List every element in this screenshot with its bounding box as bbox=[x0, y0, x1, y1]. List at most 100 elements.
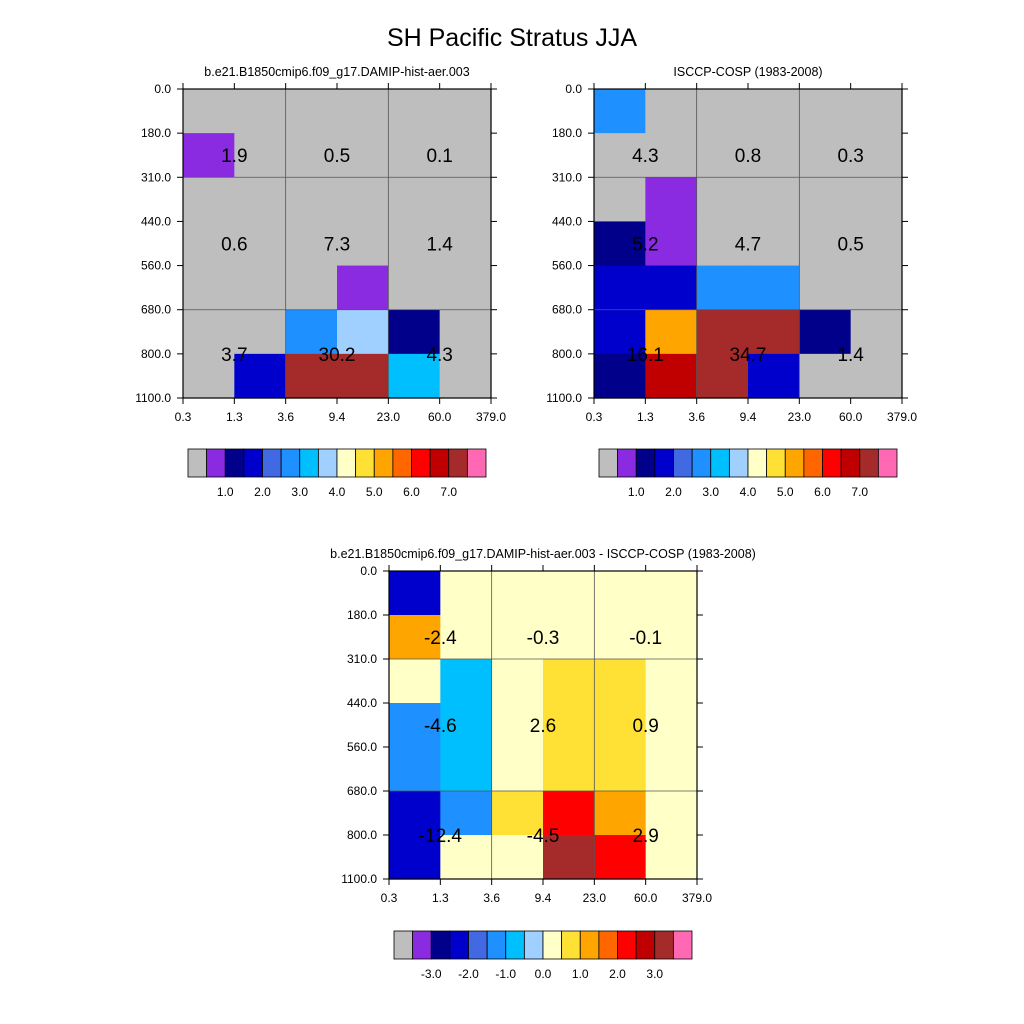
colorbar-swatch bbox=[822, 448, 842, 478]
heatmap-cell bbox=[183, 89, 235, 134]
y-tick-label: 440.0 bbox=[141, 214, 171, 228]
x-tick-label: 3.6 bbox=[688, 410, 705, 424]
colorbar-swatch bbox=[803, 448, 823, 478]
colorbar-label: 1.0 bbox=[217, 485, 234, 499]
y-tick-label: 1100.0 bbox=[546, 391, 582, 405]
colorbar-swatch bbox=[412, 930, 432, 960]
colorbar-swatch bbox=[355, 448, 375, 478]
box-value-label: 7.3 bbox=[324, 235, 350, 256]
heatmap-cell bbox=[543, 659, 595, 704]
heatmap-cell bbox=[440, 791, 493, 836]
heatmap-cell bbox=[183, 265, 235, 311]
heatmap-cell bbox=[799, 89, 852, 134]
x-tick-label: 0.3 bbox=[586, 410, 603, 424]
heatmap-cell bbox=[337, 265, 389, 311]
heatmap-cell bbox=[645, 571, 698, 616]
y-tick-label: 180.0 bbox=[347, 608, 377, 622]
box-value-label: -4.6 bbox=[424, 716, 457, 737]
heatmap-cell bbox=[696, 221, 749, 267]
heatmap-cell bbox=[696, 133, 749, 178]
heatmap-cell bbox=[439, 177, 492, 223]
heatmap-cell bbox=[439, 309, 492, 355]
heatmap-cell bbox=[850, 177, 903, 223]
heatmap-cell bbox=[234, 353, 287, 399]
heatmap-cell bbox=[439, 221, 492, 267]
heatmap-cell bbox=[594, 835, 647, 880]
heatmap-cell bbox=[594, 659, 647, 704]
heatmap-cell bbox=[543, 791, 595, 836]
x-tick-label: 23.0 bbox=[583, 891, 607, 905]
colorbar-swatch bbox=[561, 930, 581, 960]
y-tick-label: 560.0 bbox=[552, 259, 582, 273]
heatmap-cell bbox=[543, 615, 595, 660]
colorbar-swatch bbox=[840, 448, 861, 478]
heatmap-cell bbox=[388, 89, 441, 134]
colorbar-swatch bbox=[430, 930, 451, 960]
heatmap-cell bbox=[645, 309, 698, 355]
heatmap-cell bbox=[183, 353, 235, 399]
colorbar-label: 4.0 bbox=[740, 485, 757, 499]
colorbar-swatch bbox=[224, 448, 245, 478]
heatmap-cell bbox=[388, 133, 441, 178]
heatmap-cell bbox=[388, 221, 441, 267]
heatmap-cell bbox=[850, 89, 903, 134]
colorbar-swatch bbox=[672, 930, 693, 960]
heatmap-cell bbox=[491, 703, 544, 748]
heatmap-cell bbox=[799, 353, 852, 399]
heatmap-cell bbox=[799, 133, 852, 178]
x-tick-label: 3.6 bbox=[483, 891, 500, 905]
colorbar-swatch bbox=[448, 448, 468, 478]
y-tick-label: 0.0 bbox=[154, 82, 171, 96]
heatmap-cell bbox=[799, 309, 852, 355]
x-tick-label: 379.0 bbox=[476, 410, 506, 424]
box-value-label: -0.3 bbox=[527, 628, 560, 649]
heatmap-cell bbox=[388, 265, 441, 311]
colorbar-swatch bbox=[429, 448, 450, 478]
colorbar-swatch bbox=[243, 448, 263, 478]
heatmap-cell bbox=[388, 177, 441, 223]
colorbar-swatch bbox=[468, 930, 488, 960]
x-tick-label: 0.3 bbox=[381, 891, 398, 905]
colorbar-difference: -3.0 -2.0 -1.0 0.0 1.0 2.0 3.0 bbox=[393, 930, 693, 981]
box-value-label: 3.7 bbox=[221, 345, 247, 366]
heatmap-cell bbox=[285, 353, 338, 399]
colorbar-swatch bbox=[523, 930, 544, 960]
x-tick-label: 379.0 bbox=[887, 410, 917, 424]
heatmap-cell bbox=[799, 265, 852, 311]
box-value-label: 0.3 bbox=[837, 146, 863, 167]
heatmap-cell bbox=[491, 571, 544, 616]
heatmap-cell bbox=[850, 133, 903, 178]
colorbar-label: 4.0 bbox=[329, 485, 346, 499]
panel-model: b.e21.B1850cmip6.f09_g17.DAMIP-hist-aer.… bbox=[135, 65, 506, 424]
x-tick-label: 1.3 bbox=[637, 410, 654, 424]
heatmap-cell bbox=[440, 747, 493, 792]
heatmap-cell bbox=[594, 221, 646, 267]
heatmap-cell bbox=[594, 309, 646, 355]
colorbar-label: 2.0 bbox=[254, 485, 271, 499]
colorbar-swatch bbox=[617, 930, 637, 960]
box-value-label: -4.5 bbox=[527, 826, 560, 847]
colorbar-swatch bbox=[654, 448, 674, 478]
heatmap-cell bbox=[337, 177, 389, 223]
colorbar-swatch bbox=[635, 930, 656, 960]
colorbar-swatch bbox=[449, 930, 469, 960]
heatmap-cell bbox=[696, 177, 749, 223]
x-tick-label: 60.0 bbox=[634, 891, 658, 905]
colorbar-swatch bbox=[598, 448, 619, 478]
box-value-label: 0.5 bbox=[324, 146, 350, 167]
colorbar-swatch bbox=[373, 448, 394, 478]
y-tick-label: 680.0 bbox=[141, 303, 171, 317]
heatmap-cell bbox=[645, 89, 698, 134]
heatmap-cell bbox=[234, 221, 287, 267]
heatmap-cell bbox=[285, 265, 338, 311]
x-tick-label: 9.4 bbox=[535, 891, 552, 905]
figure-title: SH Pacific Stratus JJA bbox=[387, 24, 637, 52]
y-tick-label: 800.0 bbox=[552, 347, 582, 361]
colorbar-swatch bbox=[728, 448, 749, 478]
heatmap-cell bbox=[543, 571, 595, 616]
panel-title: ISCCP-COSP (1983-2008) bbox=[673, 65, 822, 79]
heatmap-cell bbox=[491, 659, 544, 704]
heatmap-cell bbox=[389, 703, 441, 748]
heatmap-cell bbox=[183, 177, 235, 223]
